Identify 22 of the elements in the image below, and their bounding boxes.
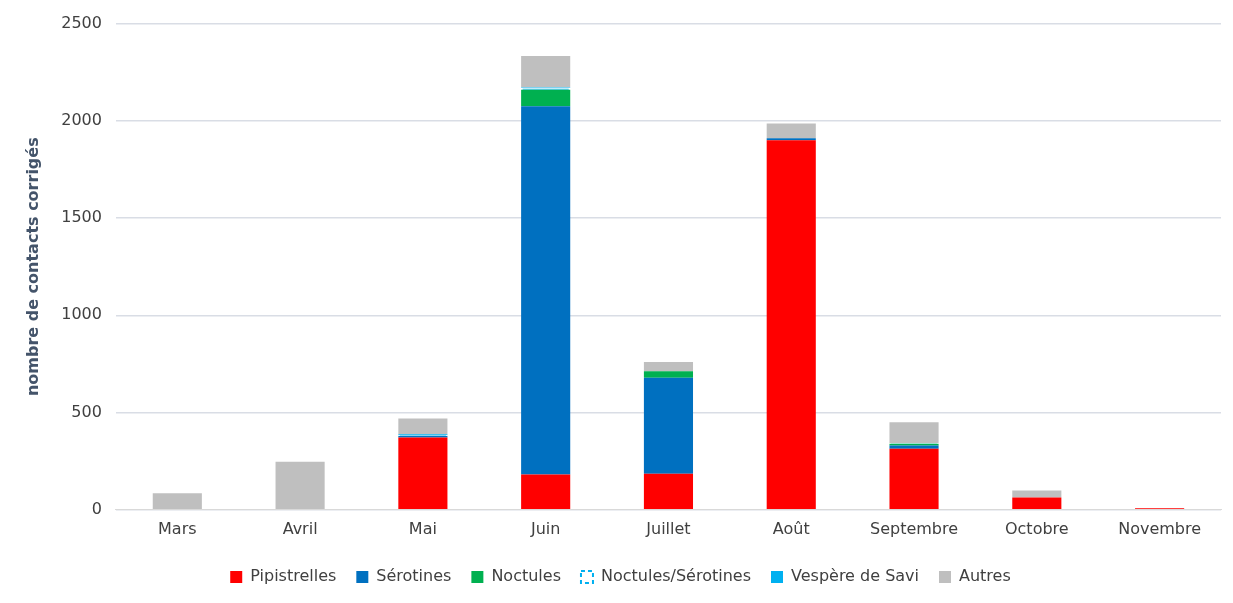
x-tick-label: Novembre [1118,518,1202,538]
legend-label: Sérotines [376,566,452,586]
x-tick-label: Septembre [869,518,959,538]
y-tick-label: 0 [91,498,102,518]
legend-label: Autres [959,566,1011,586]
x-tick-label: Octobre [1004,518,1069,538]
y-tick-label: 1500 [61,207,102,227]
x-tick-label: Juin [529,518,561,538]
legend-label: Noctules [491,566,561,586]
legend-label: Noctules/Sérotines [600,566,752,586]
legend-label: Pipistrelles [250,566,337,586]
x-tick-label: Juillet [645,518,691,538]
y-tick-label: 1000 [61,304,102,324]
x-tick-label: Août [772,518,810,538]
y-tick-label: 2000 [61,110,102,129]
x-tick-label: Mars [158,518,197,538]
y-tick-label: 500 [71,401,102,421]
y-tick-label: 2500 [61,12,102,32]
y-axis-title: nombre de contacts corrigés [22,137,42,397]
legend-label: Vespère de Savi [791,566,920,586]
x-tick-label: Avril [282,518,318,538]
x-tick-label: Mai [408,518,437,538]
